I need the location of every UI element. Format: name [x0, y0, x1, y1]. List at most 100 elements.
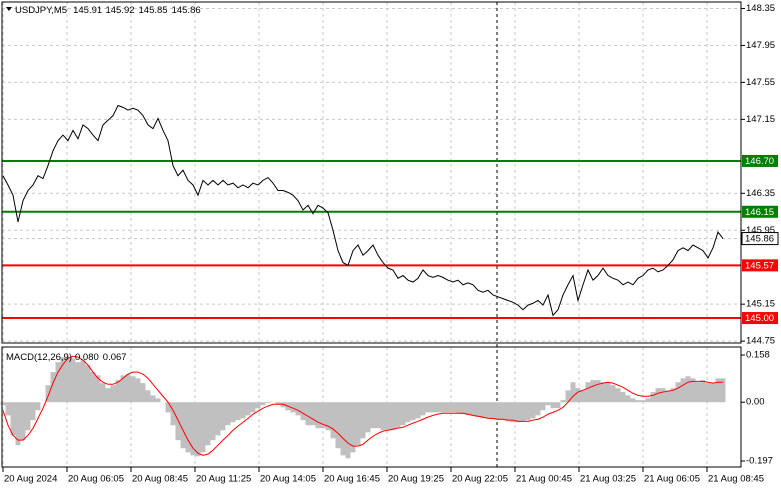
macd-panel-frame [1, 346, 742, 468]
x-tick-label: 20 Aug 16:45 [324, 474, 380, 485]
macd-bar [485, 402, 491, 419]
macd-bar [690, 378, 696, 403]
y-tick-label: 144.75 [746, 336, 775, 347]
macd-bar [495, 402, 501, 421]
x-tick-label: 20 Aug 08:45 [132, 474, 188, 485]
macd-bar [310, 402, 316, 426]
macd-bar [150, 395, 156, 403]
macd-bar [235, 402, 241, 421]
x-tick-label: 20 Aug 22:05 [452, 474, 508, 485]
macd-bar [380, 402, 386, 431]
macd-bar [155, 398, 161, 403]
macd-bar [695, 382, 701, 403]
level-label-box [742, 154, 778, 167]
macd-bar [70, 358, 76, 403]
macd-bar [580, 390, 586, 403]
macd-bar [660, 388, 666, 403]
macd-bar [55, 362, 61, 403]
level-label: 146.15 [745, 207, 774, 218]
macd-bar [715, 378, 721, 403]
macd-bar [655, 388, 661, 403]
macd-bar [455, 402, 461, 414]
symbol: USDJPY,M5 [15, 5, 67, 16]
macd-bar [410, 402, 416, 421]
macd-bar [705, 383, 711, 403]
level-label: 146.70 [745, 156, 774, 167]
level-label-box [742, 312, 778, 325]
macd-bar [520, 402, 526, 422]
macd-value: 0.080 [75, 352, 99, 363]
macd-bar [290, 402, 296, 413]
macd-bar [330, 402, 336, 439]
macd-bar [610, 385, 616, 403]
grid-layer [2, 2, 741, 467]
macd-bar [560, 400, 566, 403]
macd-header: MACD(12,26,9) 0.080 0.067 [6, 352, 127, 363]
macd-bar [360, 402, 366, 439]
macd-bar [625, 395, 631, 403]
macd-bar [465, 402, 471, 416]
macd-title: MACD(12,26,9) [6, 352, 72, 363]
macd-bar [565, 390, 571, 403]
macd-bar [475, 402, 481, 418]
level-label-box [742, 259, 778, 272]
price-line [2, 104, 724, 317]
macd-bar [500, 402, 506, 421]
macd-bar [315, 402, 321, 429]
macd-bar [600, 382, 606, 403]
macd-bar [425, 402, 431, 413]
macd-bar [680, 378, 686, 403]
macd-bar [550, 402, 556, 409]
macd-bar [535, 402, 541, 416]
x-tick-label: 20 Aug 19:25 [388, 474, 444, 485]
y-tick-label: 148.35 [746, 3, 775, 14]
macd-bar [435, 402, 441, 413]
mark-layer [0, 104, 741, 459]
macd-bar [130, 376, 136, 403]
y-tick-label: 0.00 [746, 397, 765, 408]
macd-bar [415, 402, 421, 419]
macd-bar [385, 402, 391, 431]
macd-bar [15, 402, 21, 446]
macd-bar [250, 402, 256, 413]
macd-bar [510, 402, 516, 423]
macd-bar [590, 380, 596, 403]
macd-bar [365, 402, 371, 433]
x-tick-label: 21 Aug 06:05 [644, 474, 700, 485]
macd-bar [640, 400, 646, 403]
macd-bar [575, 388, 581, 403]
macd-bar [85, 365, 91, 403]
macd-bar [90, 372, 96, 403]
macd-bar [35, 402, 41, 411]
macd-bar [45, 385, 51, 403]
y-tick-label: 145.95 [746, 225, 775, 236]
macd-bar [450, 402, 456, 413]
menu-triangle [6, 7, 12, 11]
signal-line [2, 355, 723, 456]
macd-bar [570, 382, 576, 403]
macd-bar [505, 402, 511, 422]
macd-bar [710, 383, 716, 403]
macd-bar [165, 402, 171, 413]
macd-bar [50, 372, 56, 403]
macd-bar [345, 402, 351, 459]
macd-bar [430, 402, 436, 413]
macd-bar [105, 388, 111, 403]
macd-bar [240, 402, 246, 419]
macd-bar [635, 400, 641, 403]
macd-bar [140, 383, 146, 403]
macd-bar [515, 402, 521, 423]
x-tick-label: 20 Aug 11:25 [196, 474, 251, 485]
macd-bar [275, 402, 281, 405]
x-tick-label: 20 Aug 2024 [4, 474, 57, 485]
macd-bar [220, 402, 226, 431]
macd-bar [190, 402, 196, 456]
macd-bar [645, 398, 651, 403]
macd-bar [5, 402, 11, 416]
last-price-label: 145.86 [745, 234, 774, 245]
y-tick-label: -0.197 [746, 456, 773, 467]
macd-bar [490, 402, 496, 420]
macd-bar [305, 402, 311, 426]
macd-bar [335, 402, 341, 449]
